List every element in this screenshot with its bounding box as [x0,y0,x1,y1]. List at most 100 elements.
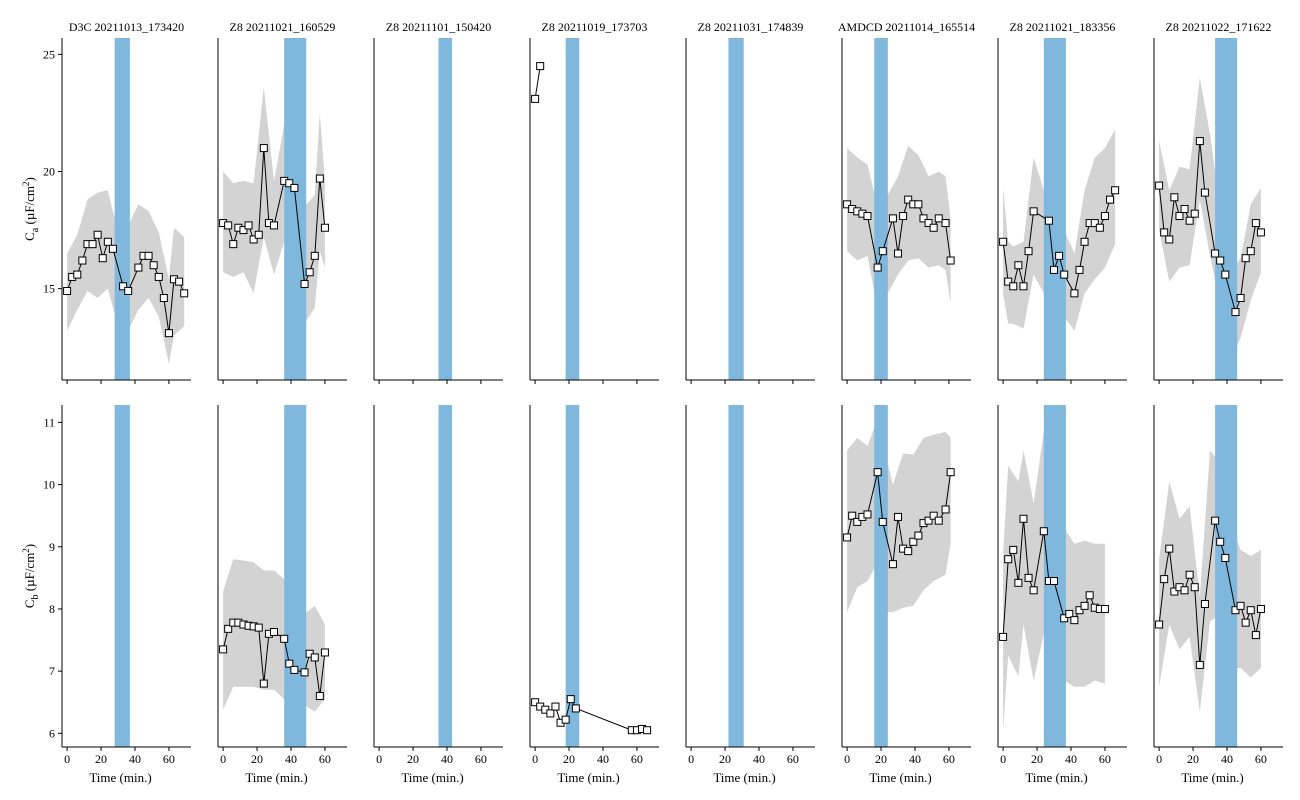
x-axis-title: Time (min.) [713,770,775,785]
data-point [1231,606,1240,615]
data-point [914,200,923,209]
data-point [531,698,540,707]
data-point [1004,277,1013,286]
data-point [1100,212,1109,221]
data-point [1065,609,1074,618]
panel-8-Cb: 0 20 40 60 Time (min.) [1153,405,1283,785]
stimulus-window [728,405,744,747]
data-point [888,560,897,569]
data-point [1251,631,1260,640]
y-tick-label: 6 [49,726,55,740]
panel-5-Ca [685,38,815,384]
confidence-band [1159,77,1261,350]
y-axis-title-part: 2 [21,181,31,186]
x-tick-label: 60 [943,752,955,766]
facet-panel-7: Z8 20211021_183356 0 20 40 60 Time (min.) [997,20,1127,785]
data-point [1075,265,1084,274]
x-tick-label: 20 [875,752,887,766]
data-point [270,221,279,230]
data-point [1155,181,1164,190]
plot-area [843,38,955,380]
x-tick-label: 60 [1099,752,1111,766]
facet-title: D3C 20211013_173420 [69,20,184,34]
data-point [1019,282,1028,291]
data-point [229,240,238,249]
data-point [259,679,268,688]
x-tick-label: 60 [475,752,487,766]
data-point [1200,188,1209,197]
data-point [290,665,299,674]
facet-panel-8: Z8 20211022_171622 0 20 40 60 Time (min.) [1153,20,1283,785]
x-tick-label: 0 [376,752,382,766]
data-point [144,251,153,260]
data-point [320,648,329,657]
data-point [285,659,294,668]
data-point [159,294,168,303]
x-tick-label: 0 [1000,752,1006,766]
y-axis-title-part: ) [22,544,37,548]
panel-2-Cb: 0 20 40 60 Time (min.) [217,405,347,785]
panel-5-Cb: 0 20 40 60 Time (min.) [685,405,815,785]
data-point [946,256,955,265]
panel-1-Cb: 6 7 8 9 10 11 0 20 40 60 Time (min.) [43,405,191,785]
data-point [108,244,117,253]
x-tick-label: 20 [95,752,107,766]
plot-area [531,38,580,380]
facet-panel-5: Z8 20211031_174839 0 20 40 60 Time (min.) [685,20,815,785]
data-point [566,695,575,704]
data-point [894,249,903,258]
data-point [899,212,908,221]
data-point [1014,261,1023,270]
data-point [1106,195,1115,204]
data-point [1060,614,1069,623]
facet-panel-1: D3C 20211013_173420 15 20 25 6 7 8 9 10 11 0 20 40 60… [43,20,191,785]
data-point [1241,254,1250,263]
data-point [270,627,279,636]
data-point [1050,265,1059,274]
x-tick-label: 40 [909,752,921,766]
y-axis-title-part: ) [22,177,37,181]
facet-title: Z8 20211101_150420 [386,20,491,34]
data-point [909,537,918,546]
x-tick-label: 20 [407,752,419,766]
x-tick-label: 60 [1255,752,1267,766]
data-point [154,272,163,281]
facet-title: Z8 20211022_171622 [1166,20,1272,34]
data-point [1060,270,1069,279]
x-axis-title: Time (min.) [89,770,151,785]
panel-7-Cb: 0 20 40 60 Time (min.) [997,405,1127,785]
data-point [78,256,87,265]
data-point [1055,251,1064,260]
data-point [1111,186,1120,195]
data-point [941,505,950,514]
data-point [1165,235,1174,244]
x-axis-title: Time (min.) [245,770,307,785]
facet-panel-6: AMDCD 20211014_165514 0 20 40 60 Time (min.) [838,20,975,785]
y-tick-label: 15 [43,282,55,296]
data-point [1185,216,1194,225]
y-axis-title-part: C [22,232,37,241]
data-point [929,511,938,520]
data-point [894,512,903,521]
plot-area [219,38,329,380]
data-point [219,645,228,654]
data-point [863,212,872,221]
confidence-band [223,559,325,718]
data-point [249,235,258,244]
data-point [1200,599,1209,608]
data-point [1044,216,1053,225]
x-tick-label: 0 [532,752,538,766]
panel-6-Ca [841,38,971,384]
x-tick-label: 20 [563,752,575,766]
data-point [1095,223,1104,232]
data-point [1160,228,1169,237]
stimulus-window [1215,38,1238,380]
data-point [878,247,887,256]
data-point [315,692,324,701]
x-tick-label: 60 [787,752,799,766]
data-point [103,237,112,246]
data-point [300,668,309,677]
data-point [878,517,887,526]
data-point [934,516,943,525]
y-axis-title-Ca: Ca (µF/cm2) [21,177,41,241]
